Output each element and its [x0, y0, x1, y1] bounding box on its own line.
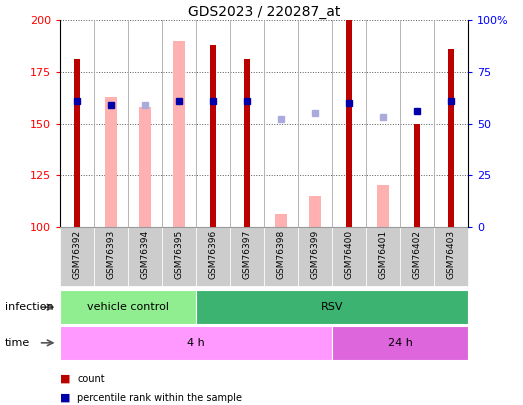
- Bar: [346, 20, 352, 227]
- Text: time: time: [5, 338, 30, 348]
- Title: GDS2023 / 220287_at: GDS2023 / 220287_at: [188, 5, 340, 19]
- Text: 4 h: 4 h: [187, 338, 205, 348]
- Text: 24 h: 24 h: [388, 338, 413, 348]
- Bar: [74, 60, 80, 227]
- Text: vehicle control: vehicle control: [87, 302, 169, 312]
- Bar: [448, 49, 454, 227]
- Bar: [139, 107, 151, 227]
- Text: infection: infection: [5, 302, 54, 312]
- Text: ■: ■: [60, 393, 71, 403]
- Bar: [309, 196, 321, 227]
- Text: percentile rank within the sample: percentile rank within the sample: [77, 393, 242, 403]
- Bar: [414, 124, 420, 227]
- Text: count: count: [77, 374, 105, 384]
- Text: ■: ■: [60, 374, 71, 384]
- Bar: [275, 214, 287, 227]
- Text: RSV: RSV: [321, 302, 344, 312]
- Bar: [210, 45, 216, 227]
- Bar: [173, 41, 185, 227]
- Bar: [105, 97, 117, 227]
- Bar: [377, 185, 389, 227]
- Bar: [244, 60, 250, 227]
